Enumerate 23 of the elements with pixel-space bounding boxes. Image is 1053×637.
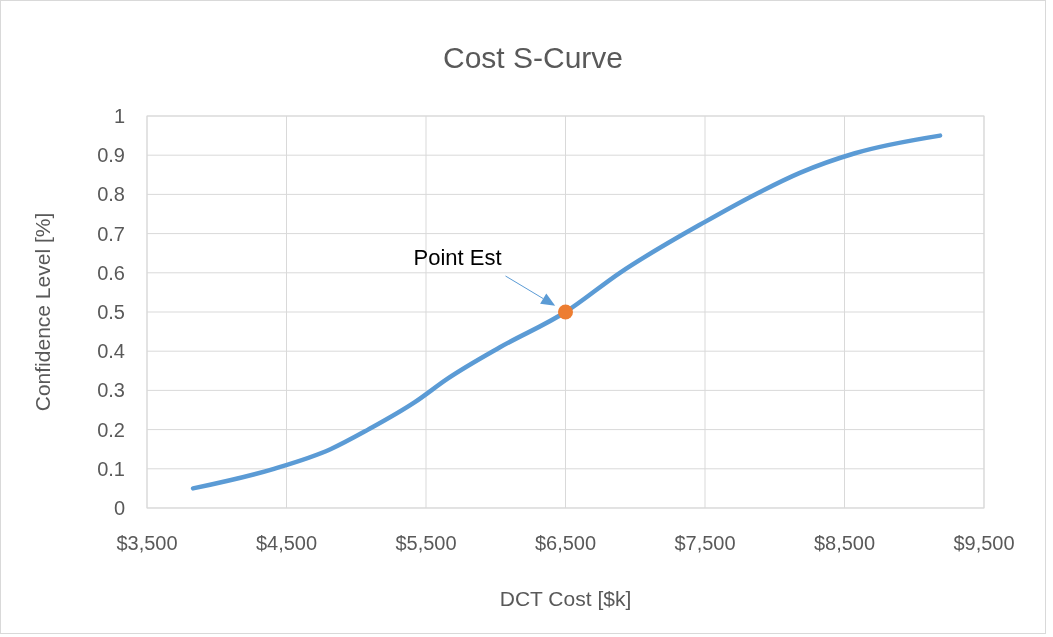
x-tick-label: $9,500 xyxy=(953,532,1015,554)
y-tick-label: 0.7 xyxy=(97,222,125,245)
y-tick-label: 0.3 xyxy=(97,379,125,402)
y-tick-label: 1 xyxy=(113,105,125,127)
x-tick-label: $4,500 xyxy=(255,532,318,554)
x-tick-label: $5,500 xyxy=(395,532,457,554)
y-tick-label: 0.9 xyxy=(97,144,125,167)
annotation: Point Est xyxy=(413,245,502,270)
x-axis-title: DCT Cost [$k] xyxy=(499,587,632,610)
x-tick-label: $6,500 xyxy=(534,532,597,554)
y-axis-title: Confidence Level [%] xyxy=(31,212,54,412)
y-tick-label: 0.2 xyxy=(97,418,125,441)
y-tick-label: 0.6 xyxy=(97,261,125,284)
y-tick-label: 0.4 xyxy=(97,340,125,363)
x-tick-label: $8,500 xyxy=(813,532,876,554)
chart-title: Cost S-Curve xyxy=(442,41,624,74)
line-series xyxy=(190,133,943,491)
y-tick-label: 0.5 xyxy=(97,301,125,323)
y-tick-label: 0.8 xyxy=(97,183,125,206)
y-tick-label: 0 xyxy=(113,497,125,519)
x-tick-label: $3,500 xyxy=(116,532,178,554)
y-tick-label: 0.1 xyxy=(97,457,125,480)
x-tick-label: $7,500 xyxy=(674,532,736,554)
